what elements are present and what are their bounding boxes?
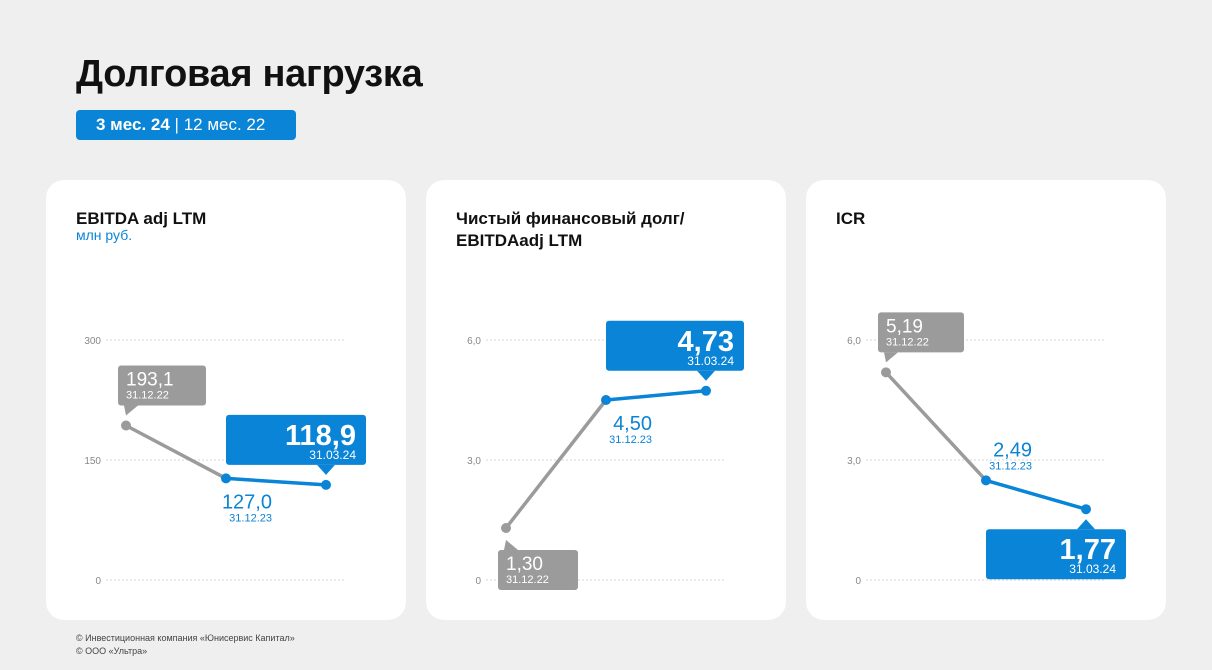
period-separator: | [174,115,179,134]
line-chart: 0 150 300 193,131.12.22 127,031.12.23 118,931… [84,336,366,587]
data-label-pointer [884,352,898,363]
y-tick-label: 0 [855,576,861,587]
series-segment-history [124,423,228,481]
data-point [1081,504,1091,515]
data-label-value: 118,9 [285,420,356,452]
data-label-date: 31.03.24 [687,354,734,368]
data-point [321,479,331,490]
series-segment-current [984,478,1088,511]
data-label-box [606,320,744,371]
copyright-line-2: © ООО «Ультра» [76,646,148,656]
data-label-date: 31.12.23 [229,512,272,524]
data-label-value: 193,1 [126,370,174,391]
data-label-date: 31.12.22 [886,336,929,348]
period-inactive[interactable]: 12 мес. 22 [183,115,266,134]
data-label-date: 31.03.24 [309,448,356,462]
card-title: EBITDA adj LTM [76,209,207,228]
data-label-pointer [697,370,715,381]
period-active[interactable]: 3 мес. 24 [96,115,170,134]
data-label-value: 2,49 [993,439,1032,461]
copyright-line-1: © Инвестиционная компания «Юнисервис Кап… [76,633,295,643]
data-label-date: 31.03.24 [1069,562,1116,576]
data-label-box [878,312,964,353]
page-title: Долговая нагрузка [76,53,423,95]
data-label-date: 31.12.23 [609,434,652,446]
data-label-box [118,365,206,406]
data-point [601,395,611,405]
data-label-date: 31.12.22 [506,574,549,586]
data-point [981,475,991,486]
data-label-value: 4,73 [678,326,734,358]
card-title: Чистый финансовый долг/ EBITDAadj LTM [456,209,685,250]
y-tick-label: 6,0 [467,336,481,347]
data-label-box [986,529,1126,580]
data-label-pointer [317,464,335,475]
data-label-box [226,414,366,465]
data-label-value: 4,50 [613,413,652,435]
y-tick-label: 300 [84,336,101,347]
data-label-pointer [124,405,138,416]
y-tick-label: 150 [84,456,101,467]
card-subtitle: млн руб. [76,227,133,243]
data-point [501,523,511,533]
chart-card-net-debt: Чистый финансовый долг/ EBITDAadj LTM 0 3… [426,180,786,620]
series-segment-history [504,398,608,530]
data-label-box [498,550,578,590]
card-title: ICR [836,209,866,228]
data-label-pointer [1077,519,1095,530]
data-label-value: 1,30 [506,554,543,575]
data-point [881,367,891,378]
series-segment-current [604,389,708,402]
y-tick-label: 6,0 [847,336,861,347]
y-tick-label: 3,0 [467,456,481,467]
data-point [121,420,131,431]
data-label-value: 127,0 [222,491,272,513]
data-point [701,385,711,396]
chart-card-icr: ICR 0 3,0 6,0 5,19 31.12.22 2,49 31.12.23 1,77 3… [806,180,1166,620]
series-segment-history [884,370,988,483]
data-label-pointer [504,540,518,550]
data-label-date: 31.12.22 [126,390,169,402]
y-tick-label: 0 [95,576,101,587]
data-label-date: 31.12.23 [989,460,1032,472]
series-segment-current [224,476,328,487]
y-tick-label: 0 [475,576,481,587]
data-label-value: 1,77 [1060,534,1116,566]
period-badge[interactable]: 3 мес. 24 | 12 мес. 22 [76,110,296,140]
footer: © Инвестиционная компания «Юнисервис Кап… [76,632,295,658]
chart-card-ebitda: EBITDA adj LTM млн руб. 0 150 300 193,1 31.1… [46,180,406,620]
data-point [221,473,231,484]
y-tick-label: 3,0 [847,456,861,467]
data-label-value: 5,19 [886,316,923,337]
